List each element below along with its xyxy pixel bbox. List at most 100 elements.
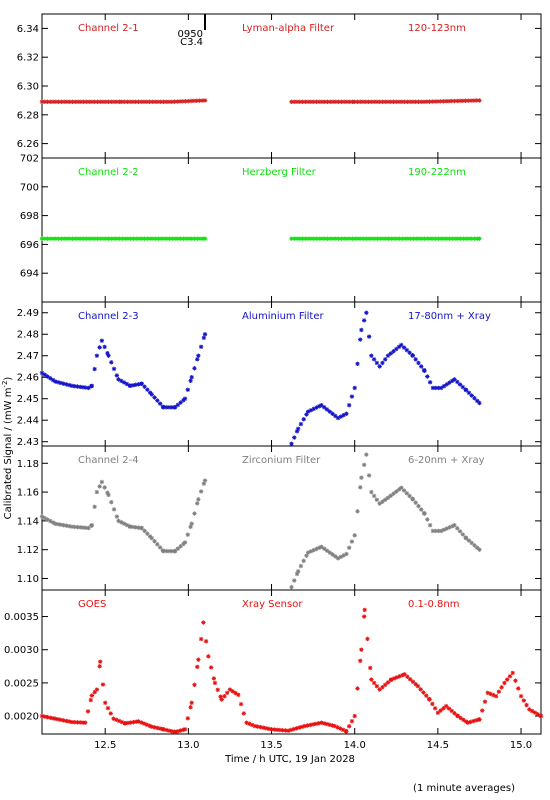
panel-channel-2-4: 1.10 1.12 1.14 1.16 1.18 Channel 2-4 Zirconium… (17, 445, 542, 591)
data-point (430, 528, 436, 534)
data-point (247, 721, 252, 727)
data-point (163, 99, 169, 105)
data-point (188, 98, 194, 104)
data-point (53, 716, 58, 721)
data-point (108, 711, 113, 716)
data-point (102, 344, 107, 350)
panel-frame (41, 589, 542, 735)
data-point (50, 520, 56, 525)
data-point (61, 99, 67, 105)
data-point (374, 684, 380, 689)
data-point (69, 524, 75, 529)
data-point (106, 492, 111, 498)
data-point (532, 710, 538, 715)
data-point (136, 236, 142, 241)
data-point (116, 518, 121, 524)
data-point (333, 236, 339, 241)
data-point (352, 99, 357, 105)
data-point (66, 523, 72, 529)
data-point (371, 357, 377, 362)
data-point (338, 414, 344, 419)
data-point (89, 383, 95, 389)
data-point (92, 366, 97, 372)
data-point (333, 413, 338, 419)
data-point (182, 396, 188, 401)
data-point (413, 500, 418, 505)
data-point (142, 528, 147, 534)
data-point (48, 376, 53, 381)
x-tick-label: 15.0 (510, 740, 532, 751)
data-point (422, 368, 427, 373)
data-point (477, 98, 482, 103)
data-point (369, 236, 375, 241)
panel-channel-label: GOES (78, 599, 106, 610)
data-point (305, 99, 311, 105)
data-point (219, 697, 224, 702)
data-point (319, 544, 324, 549)
data-point (314, 236, 319, 241)
data-point (98, 659, 103, 664)
data-point (385, 353, 391, 358)
data-point (322, 721, 327, 726)
data-point (69, 719, 75, 725)
data-point (59, 99, 64, 105)
data-point (386, 236, 391, 241)
data-point (322, 405, 327, 410)
series-channel-2-3 (39, 310, 482, 447)
data-point (92, 689, 97, 695)
data-point (353, 236, 358, 241)
data-point (67, 99, 72, 105)
data-point (172, 548, 178, 554)
data-point (325, 236, 330, 241)
data-point (56, 99, 61, 105)
data-point (155, 725, 160, 731)
data-point (303, 99, 308, 105)
data-point (399, 485, 404, 490)
data-point (366, 334, 372, 339)
data-point (301, 558, 306, 564)
data-point (450, 236, 455, 241)
data-point (394, 675, 400, 680)
data-point (139, 381, 144, 386)
data-point (114, 236, 120, 241)
data-point (460, 532, 466, 537)
data-point (413, 682, 418, 687)
data-point (78, 525, 83, 530)
data-point (424, 99, 429, 104)
data-point (358, 236, 364, 241)
data-point (182, 540, 188, 545)
data-point (39, 236, 45, 241)
data-point (73, 236, 78, 241)
data-point (45, 236, 50, 241)
data-point (416, 360, 421, 366)
data-point (292, 236, 297, 241)
data-point (169, 405, 174, 410)
data-point (136, 99, 141, 105)
data-point (427, 99, 432, 104)
data-point (344, 411, 349, 416)
data-point (139, 236, 144, 241)
data-point (196, 497, 201, 502)
data-point (385, 680, 391, 685)
data-point (404, 491, 410, 496)
data-point (349, 394, 355, 399)
data-point (150, 99, 155, 105)
x-tick-label: 14.5 (427, 740, 449, 751)
data-point (86, 99, 92, 105)
data-point (322, 546, 327, 551)
data-point (119, 99, 125, 105)
data-point (106, 236, 111, 241)
data-point (67, 236, 72, 241)
data-point (78, 384, 83, 390)
data-point (419, 364, 424, 369)
data-point (441, 236, 447, 241)
data-point (45, 374, 50, 379)
data-point (330, 99, 336, 105)
data-point (169, 729, 174, 734)
data-point (394, 346, 399, 352)
data-point (83, 525, 89, 531)
data-point (258, 724, 263, 730)
data-point (39, 713, 45, 719)
data-point (477, 400, 482, 406)
data-point (458, 715, 463, 721)
